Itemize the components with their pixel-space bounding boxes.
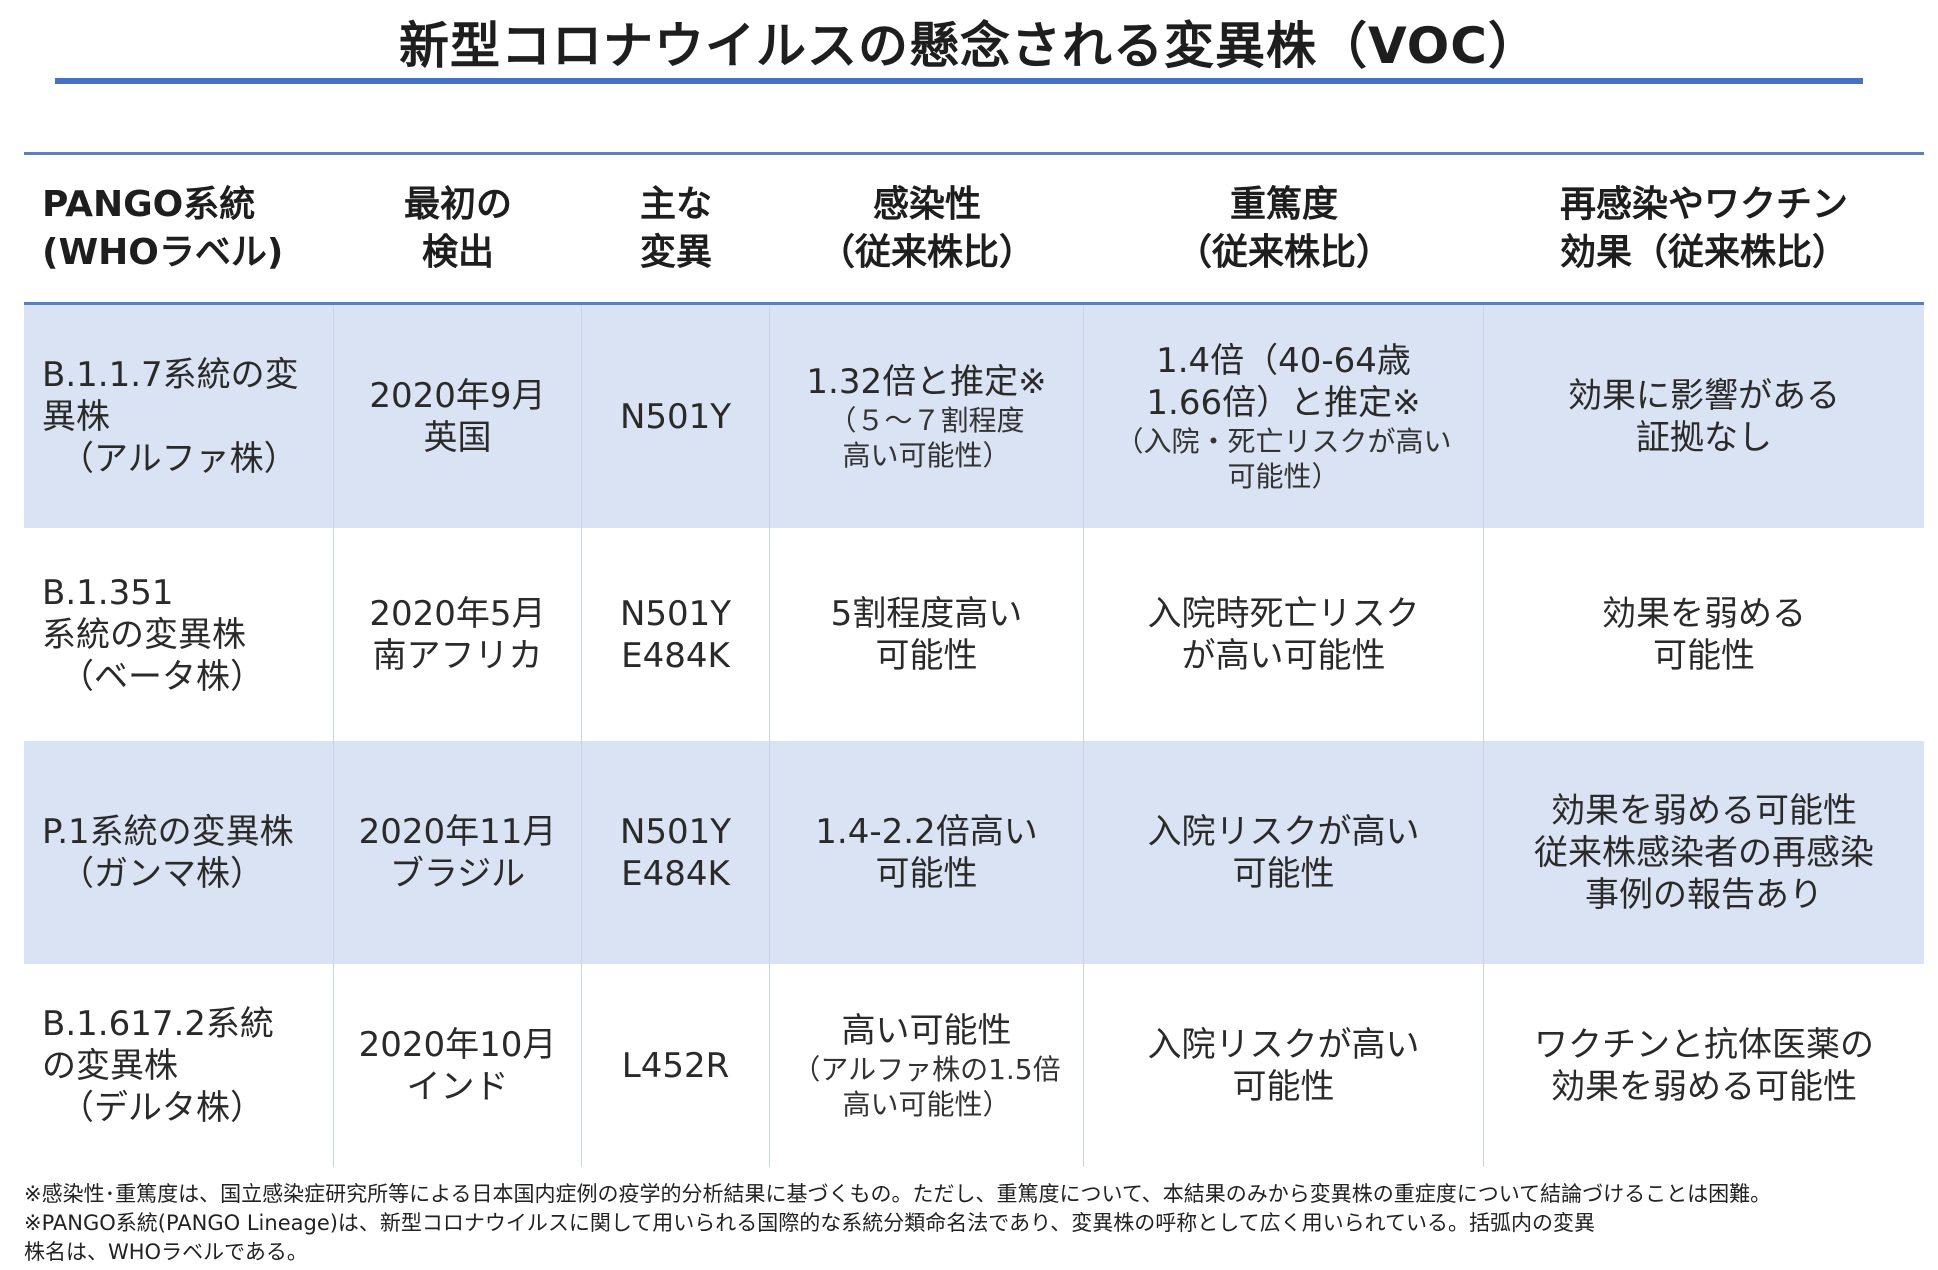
footnote-1: ※感染性･重篤度は、国立感染症研究所等による日本国内症例の疫学的分析結果に基づく…: [24, 1182, 1772, 1206]
table-row-alpha: B.1.1.7系統の変 異株 （アルファ株） 2020年9月 英国 N501Y …: [24, 305, 1924, 528]
cell-mutation: N501Y: [582, 305, 770, 528]
header-first-detection: 最初の 検出: [403, 183, 512, 273]
table-row-delta: B.1.617.2系統 の変異株 （デルタ株） 2020年10月 インド L45…: [24, 964, 1924, 1167]
cell-first-detection: 2020年11月 ブラジル: [334, 741, 582, 964]
header-lineage: PANGO系統 (WHOラベル): [42, 183, 284, 273]
header-vaccine: 再感染やワクチン 効果（従来株比）: [1559, 183, 1848, 273]
title-underline: [55, 78, 1863, 84]
cell-lineage: B.1.617.2系統 の変異株 （デルタ株）: [24, 964, 334, 1167]
cell-severity: 入院リスクが高い 可能性: [1084, 964, 1484, 1167]
cell-infectivity: 1.32倍と推定※ （５～７割程度 高い可能性）: [770, 305, 1084, 528]
table-row-beta: B.1.351 系統の変異株 （ベータ株） 2020年5月 南アフリカ N501…: [24, 528, 1924, 741]
cell-severity: 入院時死亡リスク が高い可能性: [1084, 528, 1484, 741]
footnote-2: ※PANGO系統(PANGO Lineage)は、新型コロナウイルスに関して用い…: [24, 1211, 1595, 1235]
cell-vaccine: ワクチンと抗体医薬の 効果を弱める可能性: [1534, 1024, 1874, 1107]
cell-infectivity: 高い可能性 （アルファ株の1.5倍 高い可能性）: [770, 964, 1084, 1167]
cell-first-detection: 2020年5月 南アフリカ: [334, 528, 582, 741]
page-title: 新型コロナウイルスの懸念される変異株（VOC）: [398, 17, 1540, 75]
header-infectivity: 感染性 （従来株比）: [818, 183, 1035, 273]
cell-first-detection: 2020年10月 インド: [334, 964, 582, 1167]
cell-mutation: L452R: [582, 964, 770, 1167]
table-header-row: PANGO系統 (WHOラベル) 最初の 検出 主な 変異 感染性 （従来株比）…: [24, 155, 1924, 305]
footnote-3: 株名は、WHOラベルである。: [24, 1240, 308, 1264]
cell-lineage: B.1.1.7系統の変 異株 （アルファ株）: [24, 305, 334, 528]
cell-severity: 入院リスクが高い 可能性: [1084, 741, 1484, 964]
table-row-gamma: P.1系統の変異株 （ガンマ株） 2020年11月 ブラジル N501Y E48…: [24, 741, 1924, 964]
voc-table: PANGO系統 (WHOラベル) 最初の 検出 主な 変異 感染性 （従来株比）…: [24, 152, 1924, 1167]
cell-severity: 1.4倍（40-64歳 1.66倍）と推定※ （入院・死亡リスクが高い 可能性）: [1084, 305, 1484, 528]
cell-infectivity: 5割程度高い 可能性: [770, 528, 1084, 741]
cell-vaccine: 効果に影響がある 証拠なし: [1568, 375, 1840, 458]
cell-vaccine: 効果を弱める可能性 従来株感染者の再感染 事例の報告あり: [1534, 790, 1874, 915]
cell-infectivity: 1.4-2.2倍高い 可能性: [770, 741, 1084, 964]
cell-mutation: N501Y E484K: [582, 528, 770, 741]
cell-vaccine: 効果を弱める 可能性: [1602, 593, 1806, 676]
footnotes: ※感染性･重篤度は、国立感染症研究所等による日本国内症例の疫学的分析結果に基づく…: [24, 1180, 1924, 1267]
cell-mutation: N501Y E484K: [582, 741, 770, 964]
header-severity: 重篤度 （従来株比）: [1175, 183, 1392, 273]
cell-first-detection: 2020年9月 英国: [334, 305, 582, 528]
header-mutation: 主な 変異: [639, 183, 712, 273]
cell-lineage: B.1.351 系統の変異株 （ベータ株）: [24, 528, 334, 741]
cell-lineage: P.1系統の変異株 （ガンマ株）: [24, 741, 334, 964]
